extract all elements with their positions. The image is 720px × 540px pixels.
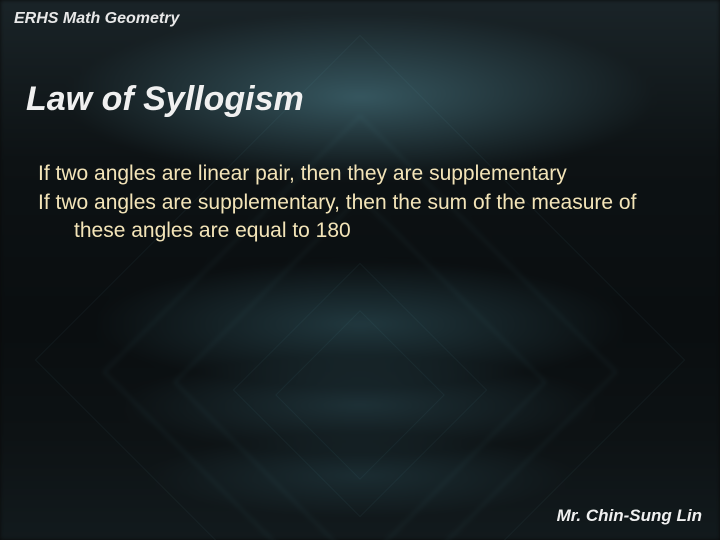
course-label: ERHS Math Geometry (14, 10, 179, 28)
statement-1: If two angles are linear pair, then they… (38, 160, 680, 187)
slide-title: Law of Syllogism (26, 80, 304, 119)
author-label: Mr. Chin-Sung Lin (557, 506, 702, 526)
slide: ERHS Math Geometry Law of Syllogism If t… (0, 0, 720, 540)
statement-2: If two angles are supplementary, then th… (38, 189, 680, 244)
slide-body: If two angles are linear pair, then they… (38, 160, 680, 246)
